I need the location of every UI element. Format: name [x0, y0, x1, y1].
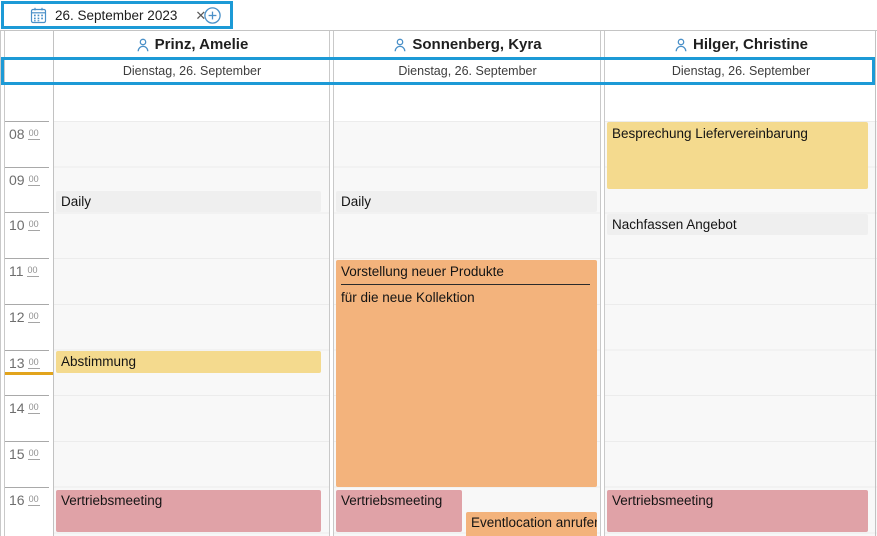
- hour-shading: [605, 121, 877, 536]
- event-daily[interactable]: Daily: [336, 191, 597, 212]
- day-header-label: Dienstag, 26. September: [671, 64, 811, 78]
- hour-shading: [54, 121, 330, 536]
- event-besprechung-liefervereinbarung[interactable]: Besprechung Liefervereinbarung: [607, 122, 868, 189]
- calendar-grid: 08 00 09 00 10 00 11 00 12 00 13 00 14 00 15 00 …: [0, 84, 877, 536]
- person-column-header-sonnenberg[interactable]: Sonnenberg, Kyra: [334, 31, 601, 58]
- tab-bar: 26. September 2023 ✕: [0, 0, 877, 31]
- hour-row: 13 00: [0, 349, 53, 395]
- hour-row: 14 00: [0, 395, 53, 440]
- person-icon: [394, 38, 406, 51]
- person-name: Sonnenberg, Kyra: [412, 36, 542, 53]
- right-edge-separator: [875, 31, 876, 536]
- hour-row: 09 00: [0, 166, 53, 212]
- hour-row: 11 00: [0, 258, 53, 303]
- event-vertriebsmeeting[interactable]: Vertriebsmeeting: [56, 490, 321, 532]
- hour-row: 08 00: [0, 121, 53, 166]
- hour-row: 10 00: [0, 212, 53, 257]
- event-vertriebsmeeting[interactable]: Vertriebsmeeting: [607, 490, 868, 532]
- plus-circle-icon: [204, 7, 221, 24]
- tab-close-icon[interactable]: ✕: [195, 8, 207, 23]
- time-gutter: 08 00 09 00 10 00 11 00 12 00 13 00 14 00 15 00 …: [0, 84, 53, 536]
- event-abstimmung[interactable]: Abstimmung: [56, 351, 321, 373]
- day-header-label: Dienstag, 26. September: [122, 64, 262, 78]
- left-edge-separator: [0, 31, 5, 536]
- person-icon: [137, 38, 149, 51]
- hour-row: 16 00: [0, 486, 53, 532]
- hour-row: 12 00: [0, 303, 53, 349]
- day-header-label: Dienstag, 26. September: [398, 64, 537, 78]
- person-header-row: Prinz, Amelie Sonnenberg, Kyra Hilger, C…: [0, 31, 877, 58]
- day-column-sonnenberg[interactable]: Daily Vorstellung neuer Produkte für die…: [334, 84, 601, 536]
- tab-title: 26. September 2023: [55, 8, 178, 23]
- calendar-tab[interactable]: 26. September 2023 ✕: [6, 0, 216, 31]
- gutter-separator: [53, 31, 54, 536]
- calendar-icon: [30, 7, 47, 24]
- person-name: Prinz, Amelie: [154, 36, 249, 53]
- day-header-sonnenberg[interactable]: Dienstag, 26. September: [334, 58, 601, 84]
- day-column-hilger[interactable]: Besprechung Liefervereinbarung Nachfasse…: [605, 84, 877, 536]
- hour-row: 15 00: [0, 440, 53, 486]
- event-vorstellung-neuer-produkte[interactable]: Vorstellung neuer Produkte für die neue …: [336, 260, 597, 487]
- event-eventlocation-anrufen[interactable]: Eventlocation anrufen: [466, 512, 597, 536]
- date-header-row: Dienstag, 26. September Dienstag, 26. Se…: [0, 58, 877, 84]
- day-header-hilger[interactable]: Dienstag, 26. September: [605, 58, 877, 84]
- event-vertriebsmeeting[interactable]: Vertriebsmeeting: [336, 490, 462, 532]
- event-nachfassen-angebot[interactable]: Nachfassen Angebot: [607, 214, 868, 235]
- person-icon: [675, 38, 687, 51]
- new-tab-button[interactable]: [203, 6, 222, 25]
- day-column-prinz[interactable]: Daily Abstimmung Vertriebsmeeting: [54, 84, 330, 536]
- person-column-header-hilger[interactable]: Hilger, Christine: [605, 31, 877, 58]
- event-daily[interactable]: Daily: [56, 191, 321, 212]
- column-separator: [329, 31, 334, 536]
- person-name: Hilger, Christine: [692, 36, 809, 53]
- person-column-header-prinz[interactable]: Prinz, Amelie: [54, 31, 330, 58]
- column-separator: [600, 31, 605, 536]
- day-header-prinz[interactable]: Dienstag, 26. September: [54, 58, 330, 84]
- current-time-marker: [0, 372, 53, 375]
